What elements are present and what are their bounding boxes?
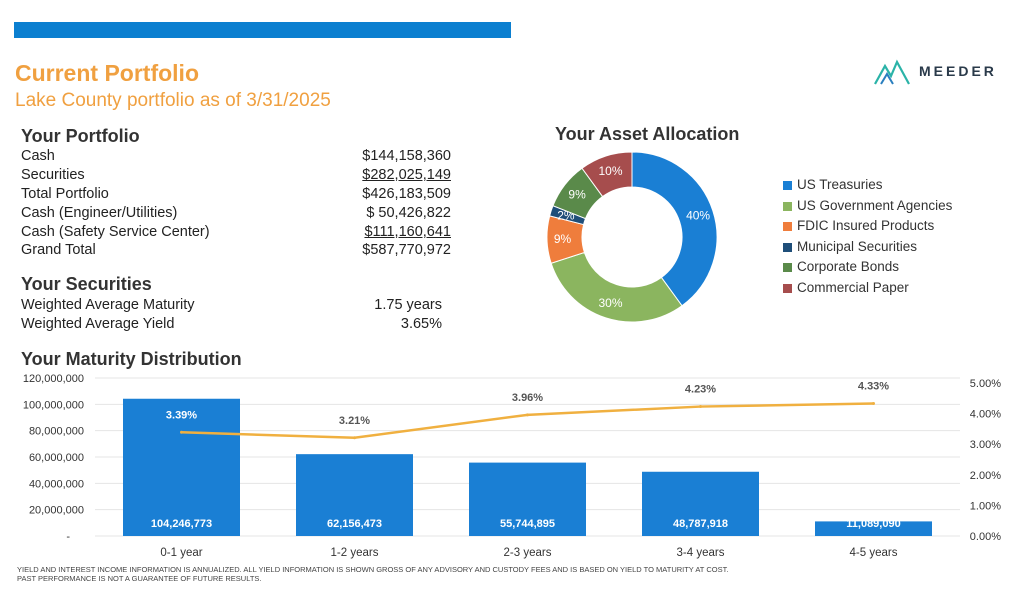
y-tick-label: 80,000,000	[29, 426, 84, 438]
yield-point	[526, 413, 529, 417]
maturity-heading: Your Maturity Distribution	[21, 349, 242, 369]
row-value: $587,770,972	[362, 242, 451, 258]
x-tick-label: 2-3 years	[504, 547, 552, 559]
row-value: $282,025,149	[362, 167, 451, 183]
legend-label: Commercial Paper	[797, 279, 909, 295]
donut-slice	[631, 151, 718, 307]
slice-label: 9%	[568, 187, 586, 201]
bar-value-label: 62,156,473	[327, 518, 382, 530]
yield-label: 3.39%	[166, 409, 197, 421]
footnote-line: PAST PERFORMANCE IS NOT A GUARANTEE OF F…	[17, 574, 262, 583]
yield-point	[699, 405, 702, 409]
portfolio-heading: Your Portfolio	[21, 126, 140, 146]
maturity-distribution-chart: - 20,000,000 40,000,000 60,000,000 80,000,00…	[23, 373, 1001, 559]
bar-value-label: 104,246,773	[151, 518, 212, 530]
legend-swatch	[783, 222, 792, 232]
yield-point	[180, 430, 183, 434]
donut-slice	[581, 151, 633, 198]
asset-allocation-donut-chart: 40%30%9%2%9%10%	[546, 151, 718, 323]
y2-tick-label: 2.00%	[970, 470, 1001, 482]
securities-heading: Your Securities	[21, 274, 152, 294]
y-tick-label: -	[66, 531, 70, 543]
yield-point	[353, 436, 356, 440]
row-label: Weighted Average Yield	[21, 316, 175, 332]
bar	[469, 462, 586, 536]
bar-value-label: 55,744,895	[500, 518, 555, 530]
yield-label: 3.21%	[339, 415, 370, 427]
page-title: Current Portfolio	[15, 60, 199, 86]
legend-label: US Treasuries	[797, 177, 883, 192]
y2-tick-label: 3.00%	[970, 439, 1001, 451]
legend-swatch	[783, 201, 792, 211]
slice-label: 40%	[686, 209, 710, 223]
slice-label: 10%	[599, 164, 623, 178]
row-value: $ 50,426,822	[366, 205, 451, 221]
portfolio-row: Grand Total $587,770,972	[21, 242, 451, 261]
x-tick-label: 3-4 years	[677, 547, 725, 559]
legend-label: FDIC Insured Products	[797, 218, 935, 234]
y-tick-label: 40,000,000	[29, 478, 84, 490]
row-value: $111,160,641	[364, 224, 451, 240]
x-tick-label: 1-2 years	[331, 547, 379, 559]
footnote-line: YIELD AND INTEREST INCOME INFORMATION IS…	[17, 565, 729, 574]
mountain-logo-icon	[874, 59, 910, 85]
portfolio-row: Cash (Engineer/Utilities) $ 50,426,822	[21, 205, 451, 224]
allocation-heading: Your Asset Allocation	[555, 124, 740, 144]
x-tick-label: 0-1 year	[160, 547, 202, 559]
y-tick-label: 20,000,000	[29, 505, 84, 517]
legend-swatch	[783, 181, 792, 190]
bar-value-label: 48,787,918	[673, 518, 728, 530]
page-subtitle: Lake County portfolio as of 3/31/2025	[15, 90, 331, 111]
securities-row: Weighted Average Maturity 1.75 years	[21, 297, 442, 316]
legend-label: Corporate Bonds	[797, 259, 900, 275]
y2-tick-label: 1.00%	[970, 500, 1001, 512]
portfolio-row: Total Portfolio $426,183,509	[21, 186, 451, 205]
slice-label: 9%	[554, 232, 572, 246]
legend-swatch	[783, 263, 792, 273]
y-tick-label: 100,000,000	[23, 399, 84, 411]
y2-tick-label: 4.00%	[970, 409, 1001, 421]
y-tick-label: 60,000,000	[29, 452, 84, 464]
portfolio-row: Securities $282,025,149	[21, 167, 451, 186]
donut-slice	[550, 251, 683, 323]
yield-point	[872, 402, 875, 406]
row-value: 1.75 years	[374, 297, 442, 313]
y-tick-label: 120,000,000	[23, 373, 84, 385]
securities-row: Weighted Average Yield 3.65%	[21, 316, 442, 335]
bar	[296, 454, 413, 536]
meeder-logo: MEEDER	[873, 58, 1013, 86]
portfolio-row: Cash $144,158,360	[21, 148, 451, 167]
bar	[123, 398, 240, 536]
portfolio-row: Cash (Safety Service Center) $111,160,64…	[21, 224, 451, 243]
row-label: Cash (Safety Service Center)	[21, 224, 210, 240]
row-value: 3.65%	[400, 316, 442, 332]
yield-label: 3.96%	[512, 392, 543, 404]
yield-label: 4.23%	[685, 384, 716, 396]
row-label: Total Portfolio	[21, 186, 109, 202]
y2-tick-label: 5.00%	[970, 378, 1001, 390]
legend-label: US Government Agencies	[797, 197, 953, 213]
row-label: Cash (Engineer/Utilities)	[21, 205, 178, 221]
header-accent-bar	[14, 22, 511, 38]
legend-swatch	[783, 242, 792, 252]
disclaimer-footnote: YIELD AND INTEREST INCOME INFORMATION IS…	[17, 565, 817, 583]
row-value: $426,183,509	[362, 186, 451, 202]
row-label: Cash	[21, 148, 55, 164]
yield-line	[181, 402, 874, 440]
bar-value-label: 11,089,090	[846, 518, 900, 530]
row-label: Weighted Average Maturity	[21, 297, 195, 313]
bar	[642, 471, 759, 536]
yield-label: 4.33%	[858, 381, 889, 393]
logo-text: MEEDER	[919, 63, 997, 79]
legend-swatch	[783, 283, 792, 293]
y2-tick-label: 0.00%	[970, 531, 1001, 543]
x-tick-label: 4-5 years	[850, 547, 898, 559]
legend-label: Municipal Securities	[797, 238, 918, 254]
row-label: Securities	[21, 167, 85, 183]
row-label: Grand Total	[21, 242, 96, 258]
slice-label: 30%	[599, 296, 623, 310]
row-value: $144,158,360	[362, 148, 451, 164]
bar	[815, 521, 932, 536]
